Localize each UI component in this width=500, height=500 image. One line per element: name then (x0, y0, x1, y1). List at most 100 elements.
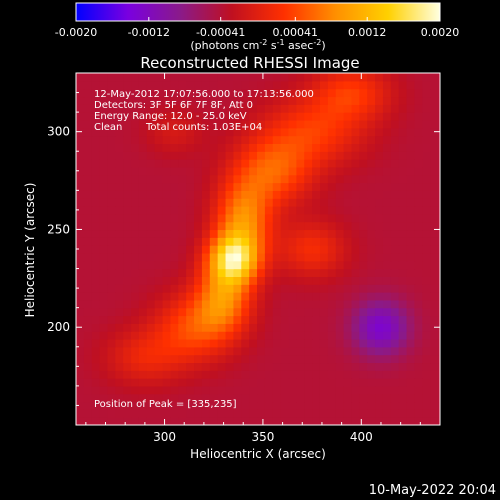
heatmap-cell (83, 292, 93, 301)
heatmap-cell (154, 252, 164, 262)
heatmap-cell (233, 190, 242, 199)
heatmap-cell (225, 268, 235, 277)
heatmap-cell (359, 401, 368, 410)
heatmap-cell (438, 331, 440, 340)
heatmap-cell (186, 338, 195, 348)
heatmap-cell (249, 104, 258, 113)
heatmap-cell (178, 417, 187, 425)
heatmap-cell (194, 378, 203, 387)
heatmap-cell (272, 362, 282, 371)
heatmap-cell (430, 315, 439, 324)
heatmap-cell (312, 260, 321, 270)
heatmap-cell (107, 245, 116, 254)
heatmap-cell (123, 331, 132, 340)
heatmap-cell (115, 385, 124, 395)
heatmap-cell (312, 88, 321, 98)
heatmap-cell (170, 190, 179, 199)
heatmap-cell (430, 378, 439, 387)
heatmap-cell (162, 284, 172, 293)
heatmap-cell (382, 119, 392, 129)
heatmap-cell (217, 221, 227, 231)
heatmap-cell (241, 127, 250, 137)
heatmap-cell (162, 362, 172, 371)
colorbar-tick-label: -0.0020 (55, 26, 97, 39)
heatmap-cell (83, 104, 93, 113)
heatmap-cell (296, 229, 305, 238)
heatmap-cell (146, 221, 156, 231)
heatmap-cell (414, 385, 423, 395)
heatmap-cell (264, 307, 274, 317)
heatmap-cell (359, 127, 368, 137)
heatmap-cell (249, 417, 258, 425)
heatmap-cell (367, 88, 376, 98)
heatmap-cell (233, 260, 242, 270)
heatmap-cell (327, 307, 337, 317)
heatmap-cell (375, 198, 384, 207)
heatmap-cell (162, 260, 172, 270)
heatmap-cell (131, 96, 140, 105)
heatmap-cell (99, 331, 109, 340)
heatmap-cell (382, 182, 392, 191)
heatmap-cell (233, 182, 242, 191)
heatmap-cell (327, 73, 337, 82)
heatmap-cell (359, 260, 368, 270)
heatmap-cell (170, 151, 179, 160)
heatmap-cell (390, 370, 400, 379)
heatmap-cell (154, 346, 164, 356)
heatmap-cell (414, 417, 423, 425)
heatmap-cell (367, 268, 376, 277)
heatmap-cell (430, 119, 439, 129)
heatmap-cell (99, 401, 109, 410)
heatmap-cell (241, 159, 250, 168)
heatmap-cell (99, 276, 109, 285)
heatmap-cell (367, 127, 376, 137)
heatmap-cell (335, 159, 345, 168)
heatmap-cell (438, 205, 440, 215)
heatmap-cell (115, 370, 124, 379)
heatmap-cell (438, 378, 440, 387)
heatmap-cell (382, 198, 392, 207)
heatmap-cell (154, 292, 164, 301)
heatmap-cell (343, 237, 353, 246)
heatmap-cell (115, 401, 124, 410)
heatmap-cell (304, 401, 313, 410)
heatmap-cell (233, 315, 242, 324)
heatmap-cell (264, 119, 274, 129)
heatmap-cell (154, 331, 164, 340)
heatmap-cell (138, 135, 148, 144)
heatmap-cell (115, 213, 124, 223)
heatmap-cell (170, 401, 179, 410)
heatmap-cell (186, 385, 195, 395)
heatmap-cell (430, 393, 439, 403)
heatmap-cell (186, 346, 195, 356)
heatmap-cell (430, 159, 439, 168)
heatmap-cell (327, 237, 337, 246)
heatmap-cell (186, 127, 195, 137)
heatmap-cell (170, 252, 179, 262)
heatmap-cell (382, 315, 392, 324)
heatmap-cell (264, 299, 274, 309)
heatmap-cell (375, 370, 384, 379)
heatmap-cell (225, 143, 235, 152)
heatmap-cell (249, 166, 258, 176)
heatmap-cell (99, 190, 109, 199)
heatmap-cell (359, 252, 368, 262)
heatmap-cell (162, 213, 172, 223)
heatmap-cell (264, 284, 274, 293)
heatmap-cell (264, 401, 274, 410)
heatmap-cell (233, 213, 242, 223)
heatmap-cell (312, 119, 321, 129)
heatmap-cell (430, 260, 439, 270)
heatmap-cell (123, 143, 132, 152)
heatmap-cell (138, 378, 148, 387)
heatmap-cell (312, 401, 321, 410)
heatmap-cell (162, 338, 172, 348)
heatmap-cell (115, 346, 124, 356)
heatmap-cell (76, 159, 85, 168)
heatmap-cell (201, 393, 211, 403)
heatmap-cell (272, 401, 282, 410)
heatmap-cell (154, 135, 164, 144)
heatmap-cell (351, 268, 360, 277)
heatmap-cell (398, 104, 408, 113)
heatmap-cell (201, 401, 211, 410)
